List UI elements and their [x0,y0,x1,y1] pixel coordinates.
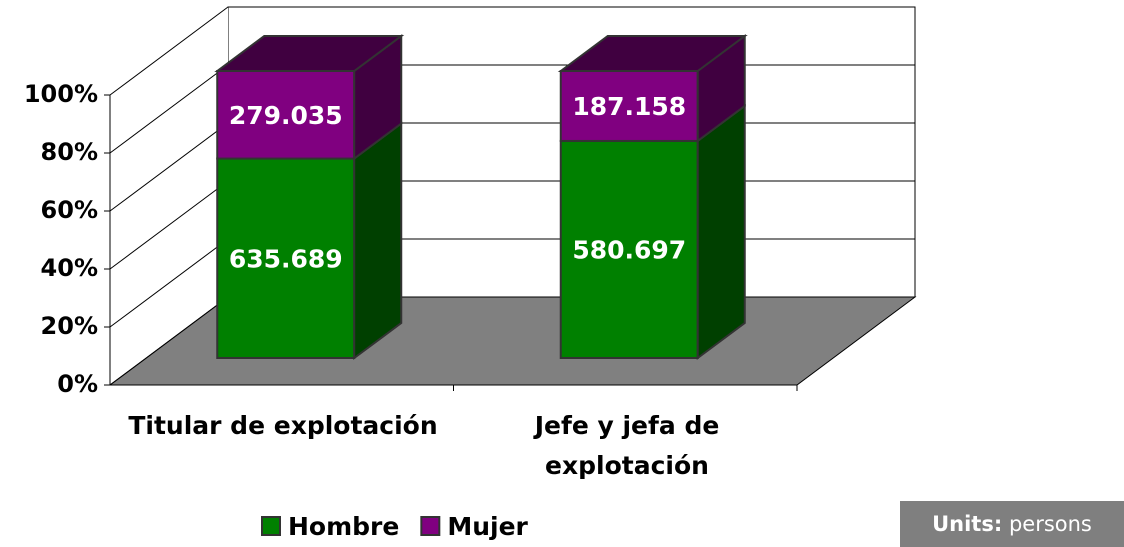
grid-line [109,180,229,270]
side-wall [110,7,228,385]
grid-line [109,64,229,154]
bar-top [214,35,405,72]
grid-line [109,238,229,328]
y-tick-label: 0% [57,370,98,398]
data-label: 580.697 [572,235,686,264]
data-label: 635.689 [229,244,343,273]
grid-line [109,6,229,96]
grid-line [109,296,229,386]
legend-swatch [261,516,281,536]
y-tick-label: 80% [41,138,98,166]
units-text: persons [1008,512,1092,536]
x-tick-label: Titular de explotación [128,411,438,440]
legend-swatch [420,516,441,536]
y-tick-label: 20% [41,312,98,340]
bar-side [353,121,403,360]
bar-side [696,103,746,360]
x-tick-label: Jefe y jefa de explotación [534,411,720,480]
y-tick-label: 60% [41,196,98,224]
units-label: Units: [932,512,1003,536]
data-label: 187.158 [572,92,686,121]
data-label: 279.035 [229,101,343,130]
y-tick-label: 100% [24,80,98,108]
legend-label: Hombre [288,512,399,541]
grid-line [109,122,229,212]
bar-segment [559,139,699,359]
y-tick-label: 40% [41,254,98,282]
units-note: Units: persons [900,501,1124,547]
legend-label: Mujer [447,512,528,541]
bar-top [557,35,748,72]
bar-segment [216,70,356,160]
